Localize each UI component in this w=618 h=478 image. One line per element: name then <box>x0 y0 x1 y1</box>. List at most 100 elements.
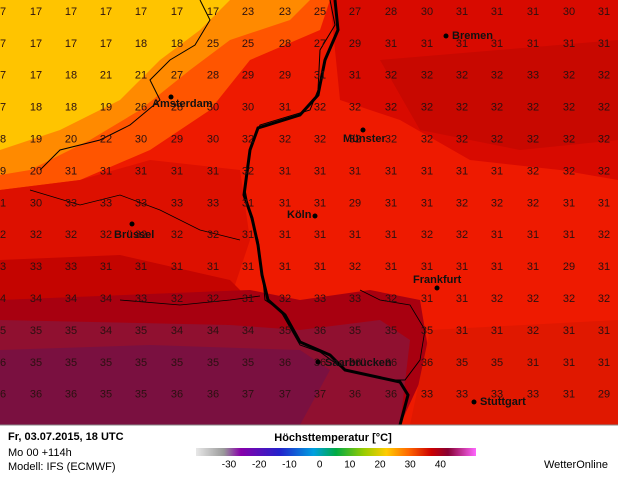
grid-value: 33 <box>491 389 503 401</box>
date: Fr, 03.07.2015, 18 UTC <box>8 431 124 443</box>
city-label: Brüssel <box>114 229 154 241</box>
grid-value: 18 <box>171 38 183 50</box>
grid-value: 31 <box>100 261 112 273</box>
grid-value: 32 <box>279 293 291 305</box>
grid-value: 28 <box>279 38 291 50</box>
grid-value: 33 <box>171 197 183 209</box>
grid-value: 27 <box>314 38 326 50</box>
grid-value: 35 <box>135 357 147 369</box>
grid-value: 32 <box>563 165 575 177</box>
grid-value: 26 <box>135 102 147 114</box>
grid-value: 35 <box>100 357 112 369</box>
grid-value: 31 <box>563 325 575 337</box>
grid-value: 32 <box>349 134 361 146</box>
grid-value: 31 <box>456 38 468 50</box>
grid-value: 22 <box>100 134 112 146</box>
grid-value: 35 <box>30 357 42 369</box>
grid-value: 30 <box>242 102 254 114</box>
city-label: Amsterdam <box>152 98 213 110</box>
grid-value: 32 <box>491 70 503 82</box>
grid-value: 7 <box>0 6 6 18</box>
grid-value: 34 <box>100 325 112 337</box>
grid-value: 35 <box>491 357 503 369</box>
grid-value: 20 <box>30 165 42 177</box>
colorbar-tick: -10 <box>282 460 297 471</box>
grid-value: 31 <box>491 165 503 177</box>
city-dot <box>168 94 174 100</box>
grid-value: 32 <box>385 70 397 82</box>
grid-value: 17 <box>30 38 42 50</box>
grid-value: 23 <box>242 6 254 18</box>
temperature-field <box>0 0 618 425</box>
grid-value: 3 <box>0 261 6 273</box>
grid-value: 31 <box>421 38 433 50</box>
grid-value: 31 <box>563 389 575 401</box>
grid-value: 31 <box>491 261 503 273</box>
grid-value: 30 <box>135 134 147 146</box>
colorbar <box>196 448 476 456</box>
grid-value: 18 <box>65 102 77 114</box>
grid-value: 37 <box>314 389 326 401</box>
grid-value: 32 <box>491 134 503 146</box>
grid-value: 25 <box>242 38 254 50</box>
grid-value: 27 <box>171 70 183 82</box>
national-border <box>242 0 410 426</box>
grid-value: 34 <box>207 325 219 337</box>
grid-value: 31 <box>349 165 361 177</box>
grid-value: 32 <box>207 293 219 305</box>
grid-value: 35 <box>385 325 397 337</box>
grid-value: 33 <box>349 293 361 305</box>
city-dot <box>312 213 318 219</box>
grid-value: 18 <box>65 70 77 82</box>
grid-value: 31 <box>598 6 610 18</box>
grid-value: 31 <box>598 38 610 50</box>
grid-value: 36 <box>279 357 291 369</box>
grid-value: 35 <box>135 389 147 401</box>
grid-value: 6 <box>0 389 6 401</box>
grid-value: 32 <box>563 102 575 114</box>
grid-value: 31 <box>279 261 291 273</box>
grid-value: 31 <box>527 229 539 241</box>
grid-value: 32 <box>456 102 468 114</box>
grid-value: 35 <box>207 357 219 369</box>
grid-value: 19 <box>30 134 42 146</box>
grid-value: 31 <box>349 70 361 82</box>
city-label: Saarbrücken <box>325 357 392 369</box>
grid-value: 33 <box>527 389 539 401</box>
grid-value: 36 <box>207 389 219 401</box>
grid-value: 31 <box>456 165 468 177</box>
city-label: Frankfurt <box>413 274 462 286</box>
grid-value: 32 <box>279 134 291 146</box>
grid-value: 32 <box>100 229 112 241</box>
grid-value: 21 <box>100 70 112 82</box>
city-dot <box>315 359 321 365</box>
grid-value: 35 <box>135 325 147 337</box>
grid-value: 32 <box>171 229 183 241</box>
grid-value: 29 <box>563 261 575 273</box>
grid-value: 28 <box>171 102 183 114</box>
grid-value: 31 <box>563 197 575 209</box>
grid-value: 31 <box>349 229 361 241</box>
grid-value: 18 <box>30 102 42 114</box>
grid-value: 31 <box>527 38 539 50</box>
grid-value: 36 <box>314 325 326 337</box>
grid-value: 34 <box>242 325 254 337</box>
grid-value: 32 <box>598 165 610 177</box>
grid-value: 17 <box>30 70 42 82</box>
grid-value: 33 <box>314 293 326 305</box>
grid-value: 36 <box>65 389 77 401</box>
grid-value: 31 <box>456 325 468 337</box>
grid-value: 27 <box>349 6 361 18</box>
grid-value: 32 <box>456 70 468 82</box>
grid-value: 32 <box>563 70 575 82</box>
grid-value: 32 <box>421 70 433 82</box>
grid-value: 31 <box>279 165 291 177</box>
grid-value: 31 <box>135 165 147 177</box>
grid-value: 31 <box>421 261 433 273</box>
grid-value: 31 <box>242 229 254 241</box>
grid-value: 31 <box>563 357 575 369</box>
grid-value: 31 <box>385 165 397 177</box>
grid-value: 33 <box>65 261 77 273</box>
